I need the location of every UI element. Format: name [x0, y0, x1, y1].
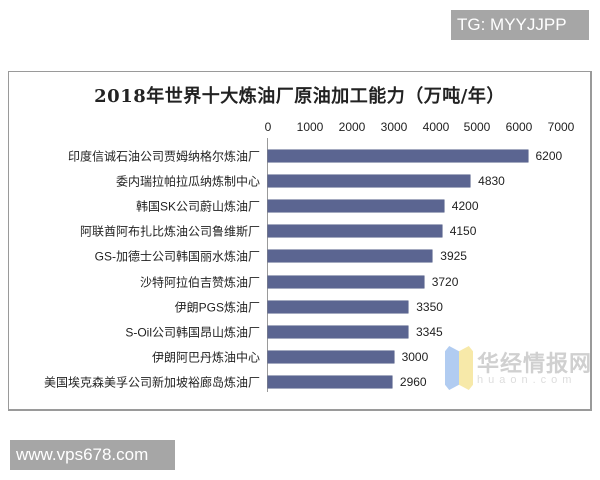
value-label: 2960	[399, 374, 427, 389]
x-tick: 4000	[422, 120, 450, 134]
category-label: 美国埃克森美孚公司新加坡裕廊岛炼油厂	[43, 375, 260, 390]
bar	[268, 300, 409, 313]
value-label: 3350	[416, 299, 443, 314]
category-label: 沙特阿拉伯吉赞炼油厂	[139, 275, 260, 289]
value-label: 3720	[431, 274, 459, 289]
x-tick: 5000	[463, 120, 491, 134]
value-label: 4150	[449, 224, 477, 239]
huaon-logo-icon-part	[459, 346, 473, 390]
bar	[268, 325, 408, 338]
value-label: 4200	[451, 199, 479, 214]
value-label: 6200	[535, 149, 563, 163]
bar	[268, 375, 392, 388]
watermark-cn-text: 华经情报网	[477, 351, 593, 376]
category-label: 伊朗阿巴丹炼油中心	[151, 350, 260, 365]
x-tick: 2000	[338, 120, 366, 134]
value-label: 3345	[416, 324, 443, 339]
value-label: 4830	[478, 174, 505, 189]
bar	[268, 175, 471, 188]
category-label: 委内瑞拉帕拉瓜纳炼制中心	[115, 174, 260, 189]
bar	[268, 150, 528, 162]
huaon-watermark: 华经情报网 huaon.com	[445, 340, 595, 400]
bar	[268, 275, 424, 288]
huaon-logo-icon	[445, 346, 459, 390]
watermark-en-text: huaon.com	[477, 374, 577, 386]
bar	[268, 200, 444, 213]
x-tick: 3000	[380, 120, 408, 134]
value-label: 3000	[401, 349, 429, 364]
tg-watermark-badge: TG: MYYJJPP	[451, 10, 589, 40]
site-watermark-badge: www.vps678.com	[10, 440, 175, 470]
x-tick: 1000	[296, 120, 324, 134]
x-tick: 6000	[505, 120, 533, 134]
bar	[268, 250, 433, 263]
bar	[268, 225, 442, 238]
x-tick: 0	[264, 120, 272, 134]
x-tick: 7000	[547, 120, 575, 134]
category-label: 伊朗PGS炼油厂	[174, 300, 260, 315]
y-axis-line	[267, 138, 268, 392]
category-label: 阿联酋阿布扎比炼油公司鲁维斯厂	[79, 224, 260, 239]
chart-container: 2018年世界十大炼油厂原油加工能力（万吨/年） 0 1000 2000 300…	[8, 71, 592, 411]
category-label: 印度信诚石油公司贾姆纳格尔炼油厂	[67, 149, 260, 164]
category-label: GS-加德士公司韩国丽水炼油厂	[94, 249, 260, 264]
bar	[268, 350, 394, 363]
category-label: 韩国SK公司蔚山炼油厂	[135, 199, 260, 214]
category-label: S-Oil公司韩国昂山炼油厂	[125, 325, 260, 340]
chart-title: 2018年世界十大炼油厂原油加工能力（万吨/年）	[94, 86, 505, 107]
value-label: 3925	[440, 249, 467, 264]
